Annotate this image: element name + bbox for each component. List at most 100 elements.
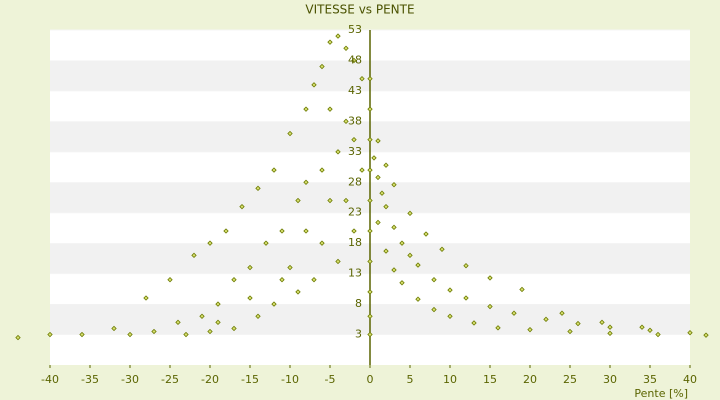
y-tick-label: 3 [355,328,362,341]
point [367,258,373,265]
point [471,320,477,326]
point [143,295,149,301]
point [367,106,373,112]
y-tick-label: 53 [348,23,362,36]
point [639,324,645,330]
point [519,286,525,293]
point [567,328,573,335]
point [359,76,365,82]
x-tick-label: 30 [603,373,617,386]
x-tick-label: 40 [683,373,697,386]
x-tick-label: -35 [81,373,99,386]
point [687,330,693,336]
point [247,295,253,301]
chart-title: VITESSE vs PENTE [305,3,414,17]
y-tick-label: 38 [348,114,362,127]
point [15,334,21,341]
point [47,331,53,338]
point [231,277,237,283]
point [487,303,493,310]
point [279,228,285,234]
point [279,277,285,283]
point [319,63,325,70]
y-tick-label: 43 [348,84,362,97]
point [371,155,377,161]
point [647,327,653,333]
point [223,228,229,234]
x-tick-label: -40 [41,373,59,386]
point [343,118,349,125]
point [375,174,381,181]
point [207,240,213,246]
point [431,277,437,283]
y-tick-label: 8 [355,297,362,310]
point [495,325,501,331]
point [207,328,213,335]
point [303,228,309,234]
point [415,262,421,268]
point [271,167,277,173]
x-tick-label: -10 [281,373,299,386]
point [319,240,325,246]
point [351,228,357,234]
point [367,136,373,143]
y-tick-label: 48 [348,53,362,66]
point [327,39,333,45]
point [463,295,469,301]
point [295,289,301,295]
x-tick-label: -15 [241,373,259,386]
point [391,267,397,273]
point [263,240,269,246]
point [367,331,373,338]
point [487,275,493,281]
point [271,301,277,307]
point [575,320,581,327]
x-tick-label: 5 [407,373,414,386]
point [191,252,197,259]
point [543,316,549,323]
point [311,277,317,283]
point [343,45,349,51]
point [183,331,189,338]
point [359,167,365,173]
point [127,331,133,338]
point [295,197,301,204]
point [231,325,237,332]
point [375,138,381,144]
x-tick-label: 15 [483,373,497,386]
point [319,167,325,173]
point [287,130,293,137]
point [367,228,373,234]
point [439,246,445,252]
point [239,203,245,210]
point [607,324,613,330]
point [335,149,341,155]
point [599,319,605,326]
point [111,325,117,332]
point [335,33,341,39]
point [255,185,261,192]
point [327,197,333,204]
point [383,162,389,168]
x-tick-label: 0 [367,373,374,386]
point [407,252,413,259]
point [399,280,405,286]
point [367,289,373,295]
x-tick-label: -5 [325,373,336,386]
point [367,313,373,319]
point [343,197,349,204]
x-tick-label: -25 [161,373,179,386]
point [379,190,385,196]
point [215,319,221,326]
point [391,182,397,188]
point [367,76,373,82]
x-tick-label: -30 [121,373,139,386]
point [367,197,373,204]
point [655,331,661,338]
point [703,332,709,338]
point [447,313,453,319]
point [431,306,437,313]
point [383,248,389,254]
